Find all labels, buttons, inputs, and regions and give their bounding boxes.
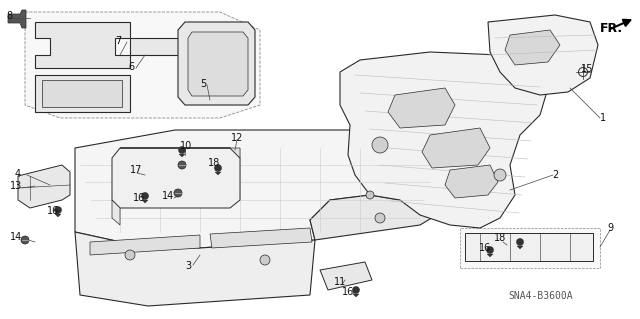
Circle shape (366, 191, 374, 199)
Polygon shape (340, 52, 548, 228)
Polygon shape (210, 228, 312, 248)
Circle shape (21, 236, 29, 244)
Polygon shape (25, 12, 260, 118)
Text: 9: 9 (607, 223, 613, 233)
Text: 15: 15 (581, 64, 593, 74)
Text: FR.: FR. (600, 21, 623, 34)
Text: 16: 16 (47, 206, 60, 216)
Polygon shape (178, 22, 255, 105)
Circle shape (372, 137, 388, 153)
Polygon shape (445, 165, 498, 198)
Polygon shape (179, 154, 185, 157)
Polygon shape (55, 214, 61, 217)
Polygon shape (353, 294, 359, 297)
Circle shape (516, 239, 524, 246)
Circle shape (494, 169, 506, 181)
Polygon shape (310, 148, 445, 240)
Polygon shape (90, 235, 200, 255)
Circle shape (486, 247, 493, 254)
Polygon shape (42, 80, 122, 107)
Text: 13: 13 (10, 181, 22, 191)
Text: 5: 5 (200, 79, 206, 89)
Text: 12: 12 (231, 133, 243, 143)
Polygon shape (505, 30, 560, 65)
Circle shape (54, 206, 61, 213)
Bar (460, 228, 600, 268)
Text: 14: 14 (162, 191, 174, 201)
Circle shape (260, 255, 270, 265)
Circle shape (214, 165, 221, 172)
Polygon shape (215, 172, 221, 175)
Circle shape (125, 250, 135, 260)
Circle shape (353, 286, 360, 293)
Text: 16: 16 (479, 243, 492, 253)
Circle shape (178, 161, 186, 169)
Circle shape (141, 192, 148, 199)
Text: 17: 17 (130, 165, 142, 175)
Circle shape (174, 189, 182, 197)
Text: 7: 7 (115, 36, 121, 46)
Text: 4: 4 (15, 169, 21, 179)
Text: 11: 11 (334, 277, 346, 287)
Polygon shape (320, 262, 372, 290)
Text: 18: 18 (494, 233, 506, 243)
Text: 18: 18 (208, 158, 220, 168)
Text: 16: 16 (133, 193, 145, 203)
Polygon shape (112, 200, 120, 225)
Text: 16: 16 (342, 287, 355, 297)
Polygon shape (388, 88, 455, 128)
Bar (465, 233, 593, 261)
Polygon shape (35, 75, 130, 112)
Text: 6: 6 (128, 62, 134, 72)
Text: 3: 3 (185, 261, 191, 271)
Polygon shape (112, 148, 240, 208)
Polygon shape (142, 200, 148, 203)
Polygon shape (487, 254, 493, 257)
Polygon shape (35, 22, 130, 68)
Circle shape (375, 213, 385, 223)
Text: 10: 10 (180, 141, 192, 151)
Text: SNA4-B3600A: SNA4-B3600A (509, 292, 573, 301)
Polygon shape (8, 10, 26, 28)
Polygon shape (488, 15, 598, 95)
Polygon shape (75, 130, 440, 248)
Text: 8: 8 (6, 11, 12, 21)
Polygon shape (75, 232, 315, 306)
Text: 2: 2 (552, 170, 558, 180)
Text: 1: 1 (600, 113, 606, 123)
Polygon shape (120, 148, 240, 158)
Polygon shape (517, 246, 523, 249)
Polygon shape (422, 128, 490, 168)
Polygon shape (130, 38, 185, 55)
Polygon shape (18, 165, 70, 208)
Text: 14: 14 (10, 232, 22, 242)
Polygon shape (188, 32, 248, 96)
Circle shape (179, 146, 186, 153)
